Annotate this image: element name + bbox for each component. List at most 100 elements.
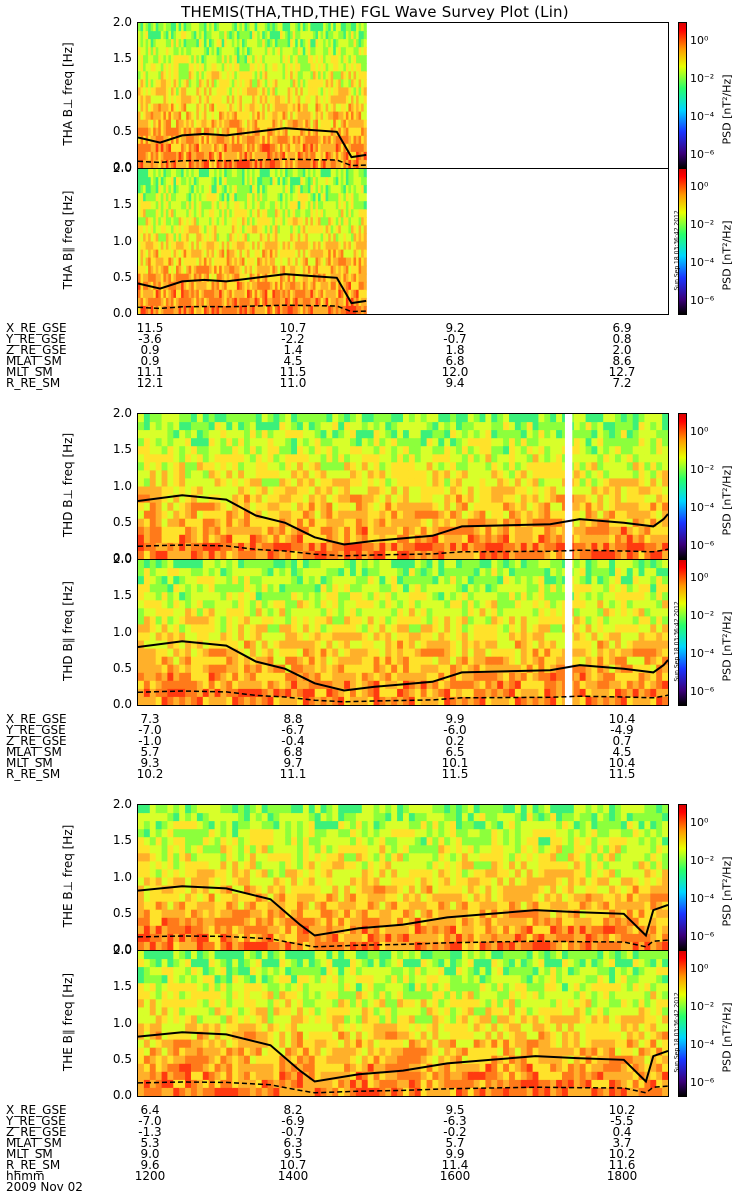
spectrogram-cell xyxy=(216,151,220,161)
spectrogram-cell xyxy=(662,510,668,520)
spectrogram-cell xyxy=(287,225,291,235)
spectrogram-cell xyxy=(138,576,145,585)
spectrogram-cell xyxy=(280,151,284,161)
spectrogram-cell xyxy=(249,95,253,105)
spectrogram-cell xyxy=(165,201,169,210)
spectrogram-cell xyxy=(257,119,261,129)
spectrogram-cell xyxy=(295,39,299,48)
spectrogram-cell xyxy=(173,470,180,480)
spectrogram-cell xyxy=(165,119,169,129)
spectrogram-cell xyxy=(350,470,357,480)
spectrogram-cell xyxy=(385,438,392,447)
spectrogram-cell xyxy=(269,225,273,235)
spectrogram-cell xyxy=(479,430,487,439)
spectrogram-cell xyxy=(343,257,347,267)
spectrogram-cell xyxy=(198,47,202,56)
spectrogram-cell xyxy=(214,462,222,471)
spectrogram-cell xyxy=(214,185,218,194)
spectrogram-cell xyxy=(282,169,286,178)
spectrogram-cell xyxy=(361,273,365,283)
spectrogram-cell xyxy=(149,632,157,642)
spectrogram-cell xyxy=(267,273,271,283)
spectrogram-cell xyxy=(273,430,280,439)
spectrogram-cell xyxy=(211,55,215,64)
spectrogram-cell xyxy=(615,430,622,439)
spectrogram-cell xyxy=(350,478,357,488)
spectrogram-cell xyxy=(165,217,169,226)
spectrogram-cell xyxy=(209,273,213,283)
spectrogram-cell xyxy=(234,241,238,251)
spectrogram-cell xyxy=(183,127,187,137)
spectrogram-cell xyxy=(290,111,294,121)
spectrogram-cell xyxy=(153,23,157,32)
spectrogram-cell xyxy=(219,169,223,178)
spectrogram-cell xyxy=(236,209,240,218)
spectrogram-cell xyxy=(148,127,152,137)
spectrogram-cell xyxy=(338,265,342,275)
freq-tick-label: 1.0 xyxy=(112,233,132,248)
spectrogram-cell xyxy=(514,518,522,528)
spectrogram-cell xyxy=(191,185,195,194)
spectrogram-cell xyxy=(379,430,386,439)
spectrogram-cell xyxy=(176,23,180,32)
spectrogram-cell xyxy=(153,185,157,194)
spectrogram-cell xyxy=(193,151,197,161)
spectrogram-cell xyxy=(544,470,551,480)
spectrogram-cell xyxy=(234,111,238,121)
spectrogram-cell xyxy=(363,201,367,210)
spectrogram-cell xyxy=(214,542,222,552)
spectrogram-cell xyxy=(242,241,246,251)
spectrogram-cell xyxy=(526,502,534,512)
spectrogram-cell xyxy=(310,281,314,291)
spectrogram-cell xyxy=(638,518,646,528)
spectrogram-cell xyxy=(356,305,360,314)
spectrogram-cell xyxy=(185,542,192,552)
spectrogram-cell xyxy=(264,249,268,259)
spectrogram-cell xyxy=(178,297,182,307)
spectrogram-cell xyxy=(145,151,149,161)
spectrogram-cell xyxy=(163,71,167,80)
spectrogram-cell xyxy=(259,119,263,129)
spectrogram-cell xyxy=(638,470,646,480)
spectrogram-cell xyxy=(262,265,266,275)
spectrogram-cell xyxy=(556,446,563,455)
spectrogram-cell xyxy=(340,159,344,168)
spectrogram-cell xyxy=(385,494,392,504)
spectrogram-cell xyxy=(149,510,157,520)
spectrogram-cell xyxy=(556,502,563,512)
spectrogram-cell xyxy=(632,454,640,463)
spectrogram-cell xyxy=(338,225,342,235)
spectrogram-cell xyxy=(520,542,528,552)
spectrogram-cell xyxy=(526,430,534,439)
spectrogram-cell xyxy=(239,47,243,56)
spectrogram-cell xyxy=(249,462,257,471)
spectrogram-cell xyxy=(285,518,292,528)
spectrogram-cell xyxy=(259,297,263,307)
spectrogram-cell xyxy=(274,87,278,97)
spectrogram-cell xyxy=(556,422,563,431)
spectrogram-cell xyxy=(356,281,360,291)
spectrogram-cell xyxy=(550,462,557,471)
spectrogram-cell xyxy=(450,478,457,488)
spectrogram-cell xyxy=(181,297,185,307)
spectrogram-cell xyxy=(550,534,557,544)
spectrogram-cell xyxy=(239,217,243,226)
spectrogram-cell xyxy=(307,143,311,153)
spectrogram-cell xyxy=(403,438,410,447)
spectrogram-cell xyxy=(171,201,175,210)
spectrogram-cell xyxy=(585,534,593,544)
spectrogram-cell xyxy=(231,39,235,48)
spectrogram-cell xyxy=(181,23,185,32)
spectrogram-cell xyxy=(244,414,251,423)
spectrogram-cell xyxy=(335,143,339,153)
spectrogram-cell xyxy=(353,71,357,80)
spectrogram-cell xyxy=(656,438,663,447)
spectrogram-cell xyxy=(367,534,375,544)
spectrogram-cell xyxy=(597,414,604,423)
spectrogram-cell xyxy=(236,39,240,48)
spectrogram-cell xyxy=(285,111,289,121)
spectrogram-cell xyxy=(550,502,557,512)
spectrogram-cell xyxy=(155,209,159,218)
spectrogram-cell xyxy=(221,119,225,129)
spectrogram-cell xyxy=(290,71,294,80)
